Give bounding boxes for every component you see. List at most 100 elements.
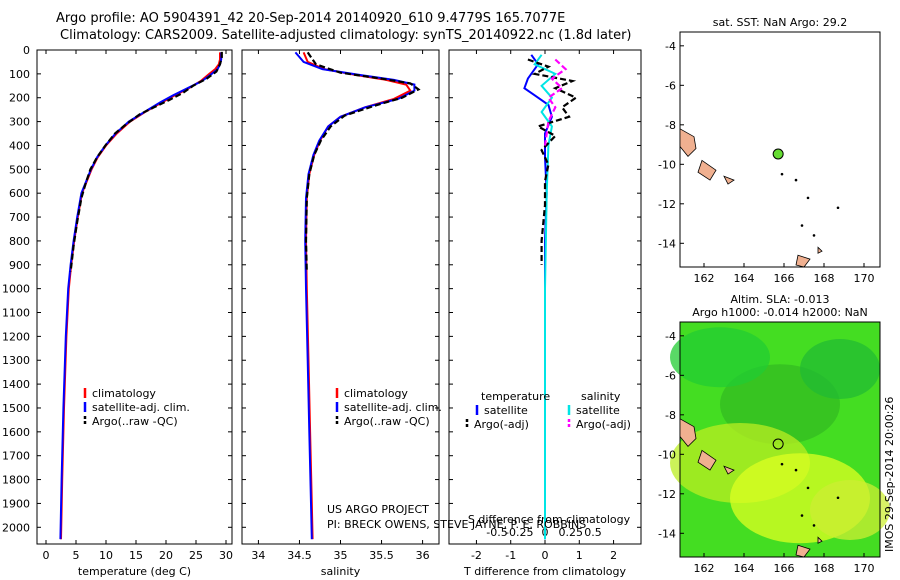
x-axis-label: temperature (deg C)	[78, 565, 191, 578]
island-3	[795, 254, 811, 268]
map-y-tick-label-5: -14	[658, 527, 676, 540]
legend-label-1: satellite-adj. clim.	[344, 401, 442, 414]
map-title-1: Argo h1000: -0.014 h2000: NaN	[692, 306, 868, 319]
legend-label-4: satellite	[576, 404, 620, 417]
x2-tick-label-4: 0.5	[584, 526, 602, 539]
depth-tick-label-17: 1700	[2, 450, 30, 463]
map-y-tick-label-2: -8	[665, 119, 676, 132]
timestamp-stamp: IMOS 29-Sep-2014 20:00:26	[883, 397, 896, 552]
x2-axis-label: S difference from climatology	[468, 513, 631, 526]
map-x-tick-label-4: 170	[854, 272, 875, 285]
depth-tick-label-2: 200	[9, 92, 30, 105]
island-0	[679, 418, 697, 447]
legend-label-2: Argo(..raw -QC)	[344, 415, 430, 428]
map-y-tick-label-2: -8	[665, 409, 676, 422]
map-x-tick-label-1: 164	[734, 272, 755, 285]
map-y-tick-label-4: -12	[658, 198, 676, 211]
map-y-tick-label-4: -12	[658, 488, 676, 501]
x-tick-label-3: 35.5	[369, 549, 394, 562]
depth-tick-label-6: 600	[9, 187, 30, 200]
islet-5	[836, 496, 840, 500]
map-x-tick-label-1: 164	[734, 562, 755, 575]
x-tick-label-0: 34	[251, 549, 265, 562]
x2-tick-label-0: -0.5	[486, 526, 507, 539]
islet-5	[836, 206, 840, 210]
depth-tick-label-9: 900	[9, 259, 30, 272]
series-line-2	[304, 51, 421, 272]
map-x-tick-label-4: 170	[854, 562, 875, 575]
sla-blob-5	[810, 480, 890, 540]
depth-tick-label-14: 1400	[2, 378, 30, 391]
x-tick-label-2: 10	[99, 549, 113, 562]
panel-frame	[36, 49, 233, 545]
legend-label-2: Argo(..raw -QC)	[92, 415, 178, 428]
map-y-tick-label-1: -6	[665, 369, 676, 382]
island-1	[697, 159, 717, 181]
depth-tick-label-7: 700	[9, 211, 30, 224]
map-title-0: sat. SST: NaN Argo: 29.2	[713, 16, 847, 29]
map-x-tick-label-0: 162	[694, 562, 715, 575]
legend-label-2: Argo(-adj)	[474, 418, 529, 431]
series-line-1	[533, 54, 558, 540]
legend-label-0: temperature	[481, 390, 550, 403]
islet-4	[812, 234, 816, 237]
islet-1	[794, 178, 798, 182]
salinity-panel: 34 34.5 35 35.5 36 salinity climatologysatelli…	[241, 49, 442, 578]
legend-label-3: salinity	[581, 390, 621, 403]
sst-map: sat. SST: NaN Argo: 29.2 162 164 166 168 170 -…	[658, 16, 881, 285]
x-tick-label-3: 1	[576, 549, 583, 562]
legend-label-1: satellite	[484, 404, 528, 417]
depth-tick-label-8: 800	[9, 235, 30, 248]
x-tick-label-0: 0	[43, 549, 50, 562]
map-y-tick-label-1: -6	[665, 79, 676, 92]
x-tick-label-2: 35	[334, 549, 348, 562]
islet-4	[812, 524, 816, 527]
chart-title-line2: Climatology: CARS2009. Satellite-adjuste…	[60, 28, 632, 43]
islet-3	[800, 514, 804, 517]
legend-label-0: climatology	[92, 387, 156, 400]
islet-1	[794, 468, 798, 472]
series-line-3	[543, 58, 568, 146]
depth-tick-label-3: 300	[9, 116, 30, 129]
map-y-tick-label-5: -14	[658, 237, 676, 250]
island-3	[795, 544, 811, 558]
map-x-tick-label-3: 168	[814, 272, 835, 285]
x-tick-label-5: 25	[189, 549, 203, 562]
map-x-tick-label-2: 166	[774, 272, 795, 285]
x-axis-label: salinity	[321, 565, 361, 578]
x-axis-label: T difference from climatology	[463, 565, 626, 578]
legend-label-0: climatology	[344, 387, 408, 400]
argo-location-marker	[772, 148, 784, 160]
series-line-1	[294, 51, 416, 540]
depth-axis: 0 100 200 300 400 500 600 700 800 900 1000 1100 1200…	[2, 44, 30, 534]
map-title-0: Altim. SLA: -0.013	[730, 293, 829, 306]
map-x-tick-label-2: 166	[774, 562, 795, 575]
depth-tick-label-16: 1600	[2, 426, 30, 439]
depth-tick-label-1: 100	[9, 68, 30, 81]
panel-frame	[241, 49, 440, 545]
x2-tick-label-1: -0.25	[505, 526, 533, 539]
chart-title-line1: Argo profile: AO 5904391_42 20-Sep-2014 …	[56, 11, 566, 26]
legend-label-1: satellite-adj. clim.	[92, 401, 190, 414]
x-tick-label-1: 34.5	[287, 549, 312, 562]
x-tick-label-1: 5	[73, 549, 80, 562]
footer-line1: US ARGO PROJECT	[327, 503, 429, 516]
x-tick-label-3: 15	[129, 549, 143, 562]
island-4	[817, 246, 823, 254]
island-2	[723, 465, 735, 475]
x-tick-label-1: -1	[505, 549, 516, 562]
islet-0	[780, 172, 784, 176]
series-line-0	[302, 52, 412, 540]
islet-2	[806, 196, 810, 200]
islet-0	[780, 462, 784, 466]
depth-tick-label-13: 1300	[2, 354, 30, 367]
map-y-tick-label-0: -4	[665, 330, 676, 343]
islet-2	[806, 486, 810, 490]
x-tick-label-0: -2	[471, 549, 482, 562]
map-x-tick-label-3: 168	[814, 562, 835, 575]
temperature-panel: 0 5 10 15 20 25 30 temperature (deg C) climatolo…	[36, 49, 233, 578]
depth-tick-label-5: 500	[9, 163, 30, 176]
x-tick-label-6: 30	[219, 549, 233, 562]
